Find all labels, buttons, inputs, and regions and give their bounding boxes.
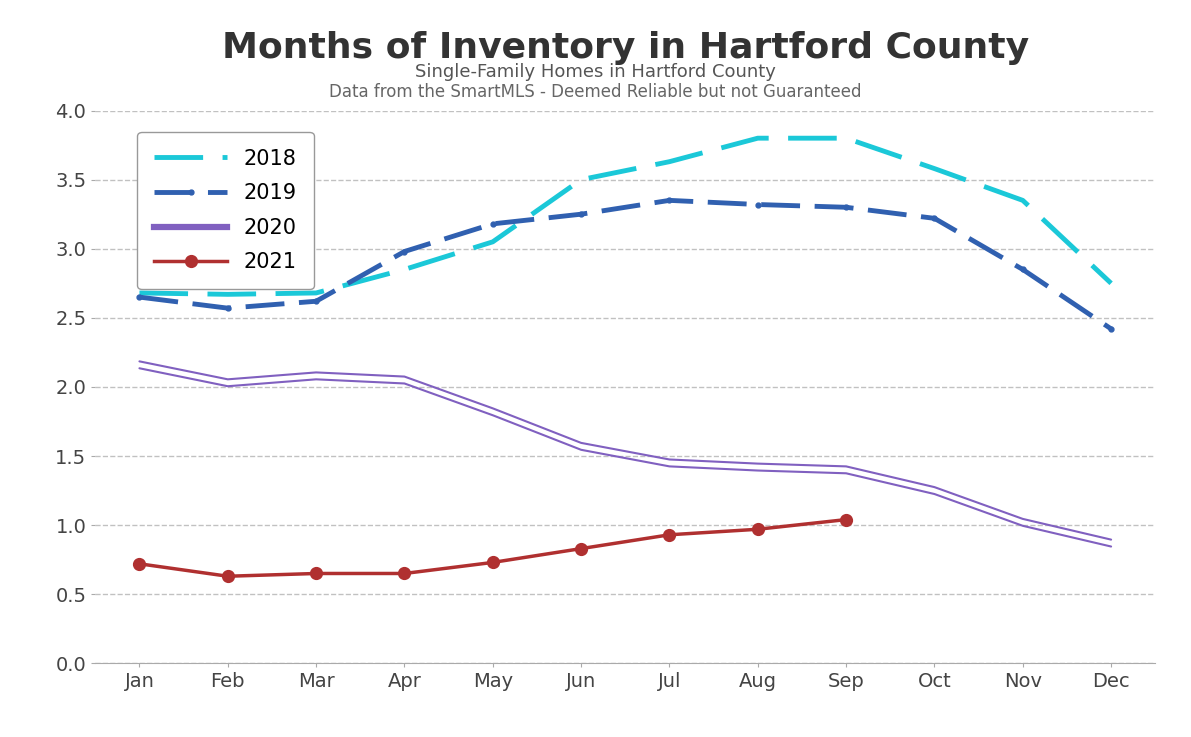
Text: Single-Family Homes in Hartford County: Single-Family Homes in Hartford County: [414, 63, 777, 80]
Title: Months of Inventory in Hartford County: Months of Inventory in Hartford County: [222, 31, 1029, 65]
Legend: 2018, 2019, 2020, 2021: 2018, 2019, 2020, 2021: [137, 132, 313, 289]
Text: Data from the SmartMLS - Deemed Reliable but not Guaranteed: Data from the SmartMLS - Deemed Reliable…: [329, 83, 862, 100]
